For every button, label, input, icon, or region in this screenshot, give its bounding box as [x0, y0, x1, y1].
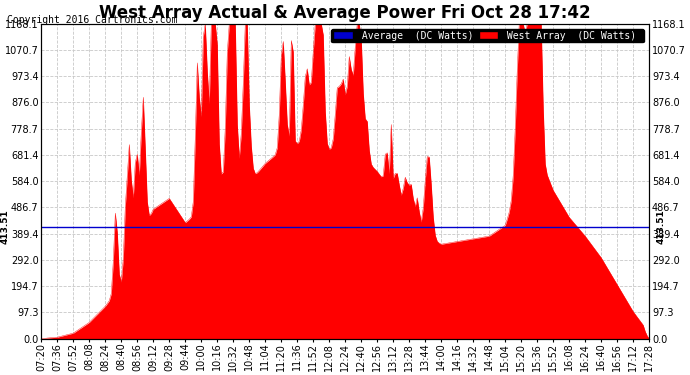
Legend:  Average  (DC Watts) ,  West Array  (DC Watts) : Average (DC Watts) , West Array (DC Watt…	[331, 28, 644, 42]
Text: 413.51: 413.51	[656, 210, 665, 244]
Title: West Array Actual & Average Power Fri Oct 28 17:42: West Array Actual & Average Power Fri Oc…	[99, 4, 591, 22]
Text: 413.51: 413.51	[0, 210, 10, 244]
Text: Copyright 2016 Cartronics.com: Copyright 2016 Cartronics.com	[7, 15, 177, 25]
